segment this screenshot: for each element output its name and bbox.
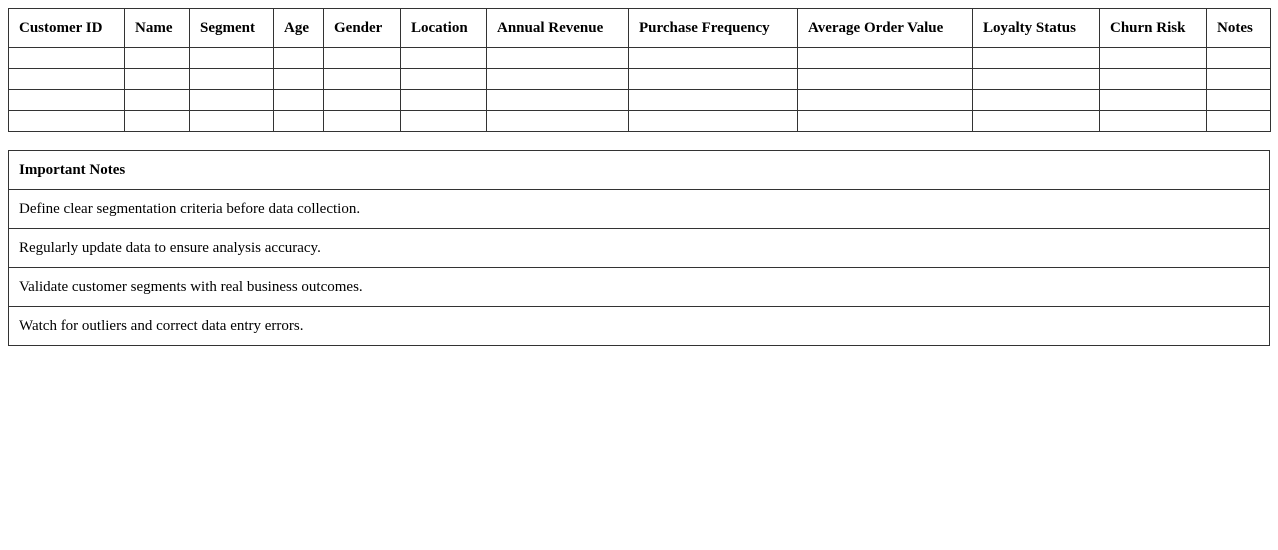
table-row (8, 110, 1271, 132)
table-cell (189, 47, 274, 69)
header-notes: Notes (1206, 8, 1271, 48)
table-cell (323, 89, 401, 111)
table-row (8, 68, 1271, 90)
table-cell (8, 47, 125, 69)
header-purchase-frequency: Purchase Frequency (628, 8, 798, 48)
header-loyalty-status: Loyalty Status (972, 8, 1100, 48)
note-item: Watch for outliers and correct data entr… (8, 306, 1270, 346)
header-churn-risk: Churn Risk (1099, 8, 1207, 48)
table-cell (628, 68, 798, 90)
header-gender: Gender (323, 8, 401, 48)
table-cell (273, 47, 324, 69)
table-cell (972, 110, 1100, 132)
header-location: Location (400, 8, 487, 48)
table-row (8, 47, 1271, 69)
table-cell (972, 89, 1100, 111)
table-cell (1206, 89, 1271, 111)
customer-table: Customer ID Name Segment Age Gender Loca… (8, 8, 1271, 132)
table-cell (797, 110, 973, 132)
table-cell (323, 68, 401, 90)
header-average-order-value: Average Order Value (797, 8, 973, 48)
header-row: Customer ID Name Segment Age Gender Loca… (8, 8, 1271, 48)
header-segment: Segment (189, 8, 274, 48)
table-cell (8, 68, 125, 90)
table-cell (400, 47, 487, 69)
note-item: Define clear segmentation criteria befor… (8, 189, 1270, 229)
table-cell (1099, 110, 1207, 132)
table-cell (1206, 47, 1271, 69)
note-item: Validate customer segments with real bus… (8, 267, 1270, 307)
table-cell (273, 89, 324, 111)
table-cell (189, 89, 274, 111)
note-item: Regularly update data to ensure analysis… (8, 228, 1270, 268)
table-cell (124, 89, 190, 111)
table-cell (1099, 68, 1207, 90)
important-notes-table: Important Notes Define clear segmentatio… (8, 150, 1270, 346)
table-cell (124, 110, 190, 132)
table-cell (486, 47, 629, 69)
notes-title: Important Notes (8, 150, 1270, 190)
table-cell (323, 47, 401, 69)
table-cell (8, 89, 125, 111)
table-cell (1099, 47, 1207, 69)
table-cell (797, 47, 973, 69)
header-age: Age (273, 8, 324, 48)
table-cell (486, 89, 629, 111)
table-cell (8, 110, 125, 132)
table-cell (189, 68, 274, 90)
table-cell (972, 47, 1100, 69)
table-cell (400, 68, 487, 90)
table-cell (400, 89, 487, 111)
table-row (8, 89, 1271, 111)
table-cell (323, 110, 401, 132)
table-cell (628, 89, 798, 111)
table-cell (124, 47, 190, 69)
table-cell (273, 110, 324, 132)
table-cell (486, 110, 629, 132)
table-cell (797, 89, 973, 111)
table-cell (486, 68, 629, 90)
table-cell (124, 68, 190, 90)
table-cell (628, 110, 798, 132)
table-cell (972, 68, 1100, 90)
header-name: Name (124, 8, 190, 48)
table-cell (273, 68, 324, 90)
header-annual-revenue: Annual Revenue (486, 8, 629, 48)
header-customer-id: Customer ID (8, 8, 125, 48)
table-cell (189, 110, 274, 132)
table-cell (400, 110, 487, 132)
table-cell (797, 68, 973, 90)
table-cell (1206, 68, 1271, 90)
table-cell (628, 47, 798, 69)
table-cell (1099, 89, 1207, 111)
table-cell (1206, 110, 1271, 132)
